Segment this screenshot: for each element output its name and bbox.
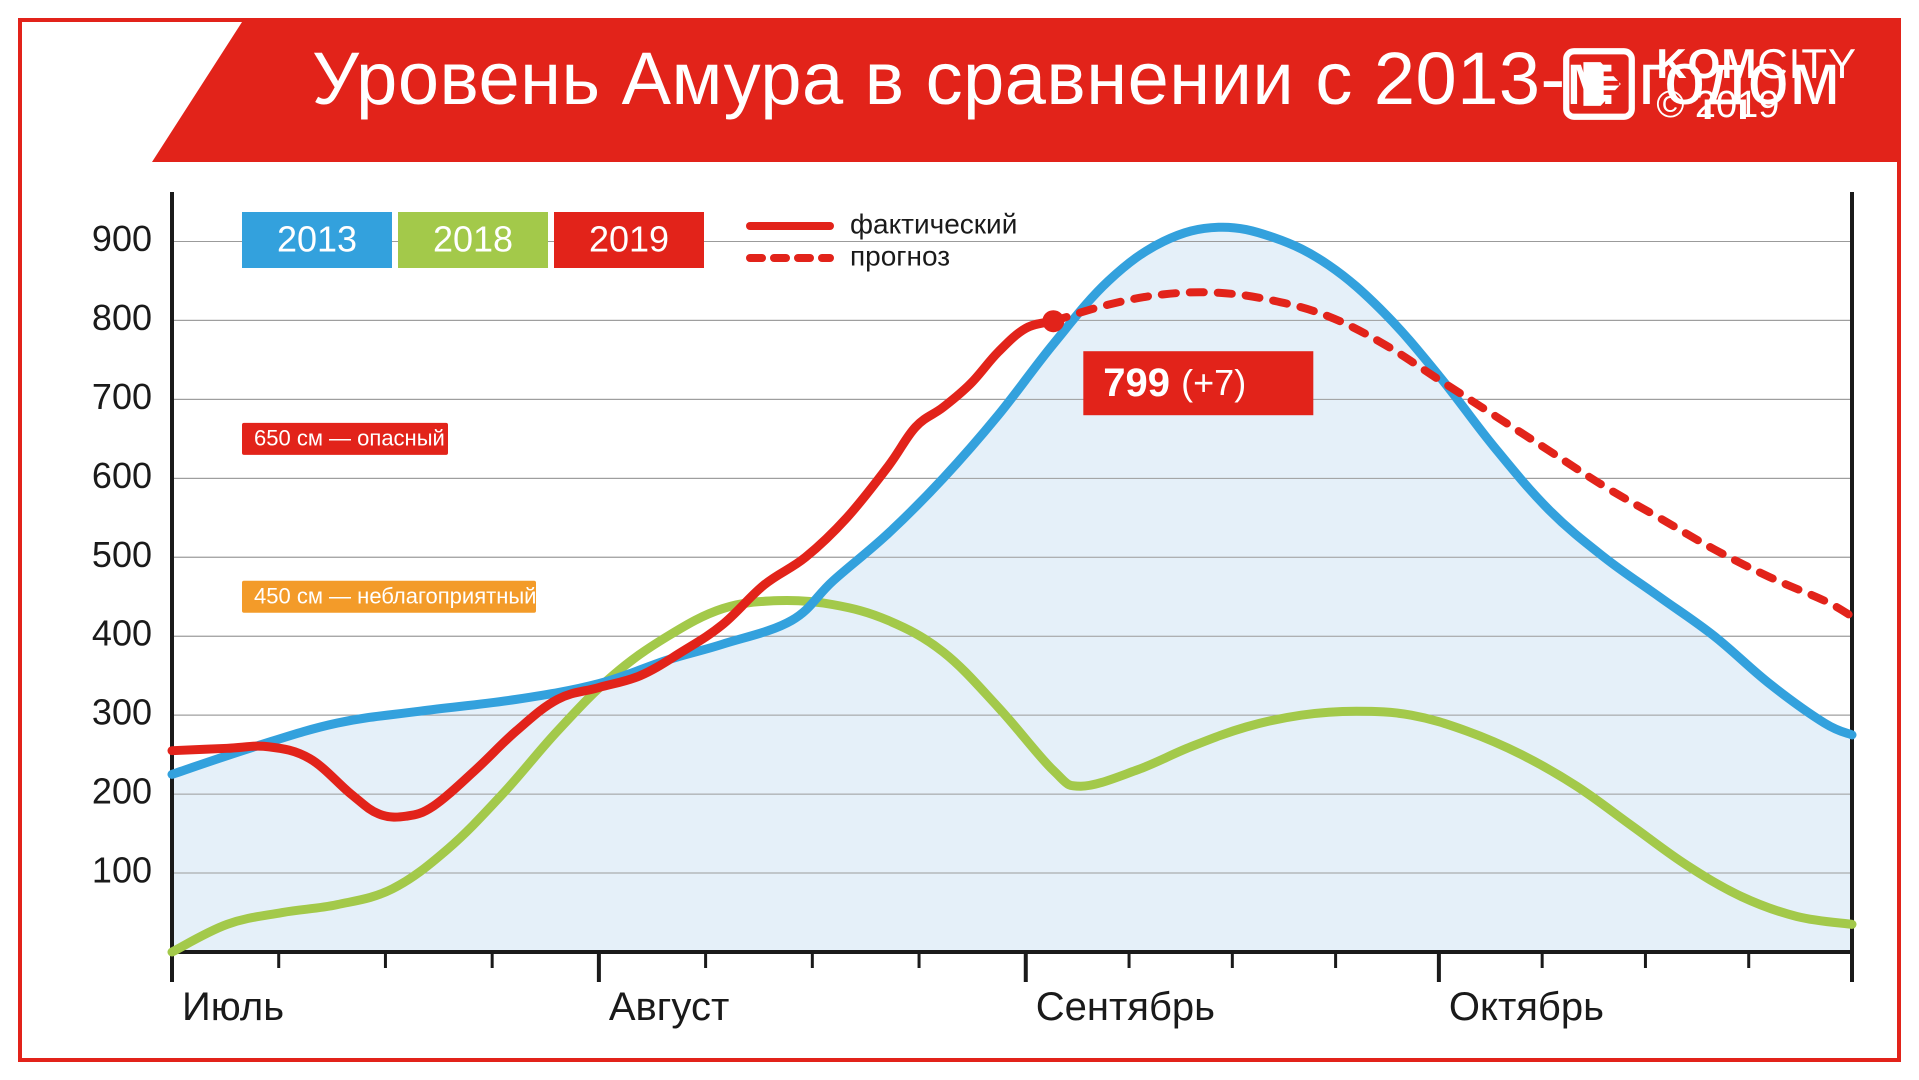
svg-text:Август: Август xyxy=(609,985,729,1029)
svg-text:Октябрь: Октябрь xyxy=(1449,985,1604,1029)
svg-text:450 см — неблагоприятный: 450 см — неблагоприятный xyxy=(254,584,536,609)
header: Уровень Амура в сравнении с 2013-м годом… xyxy=(22,22,1897,162)
svg-text:800: 800 xyxy=(92,297,152,338)
svg-text:900: 900 xyxy=(92,218,152,259)
brand-icon xyxy=(1560,45,1638,123)
svg-text:400: 400 xyxy=(92,613,152,654)
brand: KOMCITY © 2019 xyxy=(1560,42,1857,126)
svg-text:Июль: Июль xyxy=(182,985,284,1029)
svg-text:фактический: фактический xyxy=(850,208,1017,239)
svg-text:500: 500 xyxy=(92,534,152,575)
chart-area: 100 200 300 400 500 600 700 800 900 Июль Август Сен… xyxy=(22,162,1897,1058)
svg-text:Сентябрь: Сентябрь xyxy=(1036,985,1215,1029)
svg-text:100: 100 xyxy=(92,850,152,891)
svg-text:700: 700 xyxy=(92,376,152,417)
svg-text:прогноз: прогноз xyxy=(850,240,950,271)
svg-text:650 см — опасный: 650 см — опасный xyxy=(254,426,445,451)
svg-text:799 (+7): 799 (+7) xyxy=(1103,361,1246,405)
svg-text:300: 300 xyxy=(92,692,152,733)
svg-text:2018: 2018 xyxy=(433,219,513,260)
svg-text:200: 200 xyxy=(92,771,152,812)
outer-frame: Уровень Амура в сравнении с 2013-м годом… xyxy=(18,18,1901,1062)
brand-name-bold: KOM xyxy=(1656,40,1757,87)
header-notch xyxy=(22,22,242,162)
svg-text:2013: 2013 xyxy=(277,219,357,260)
brand-name-thin: CITY xyxy=(1757,40,1857,87)
brand-copyright: © 2019 xyxy=(1656,86,1857,126)
brand-name: KOMCITY xyxy=(1656,42,1857,86)
chart-svg: 100 200 300 400 500 600 700 800 900 Июль Август Сен… xyxy=(22,162,1897,1058)
svg-text:600: 600 xyxy=(92,455,152,496)
svg-text:2019: 2019 xyxy=(589,219,669,260)
